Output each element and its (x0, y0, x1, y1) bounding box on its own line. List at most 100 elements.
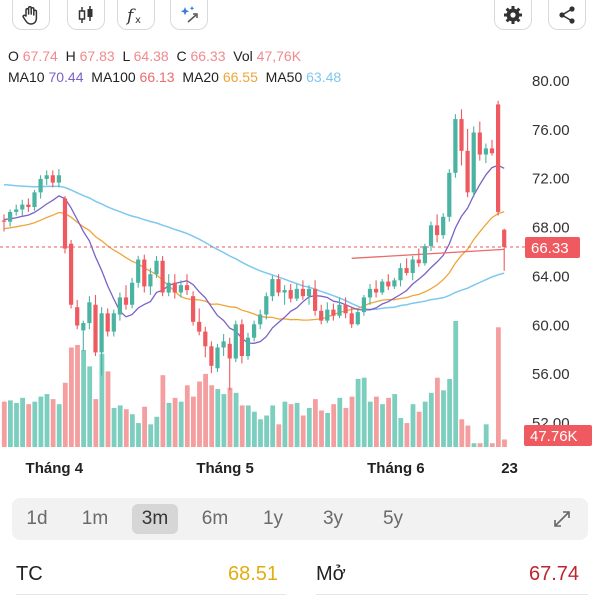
candle-body (1, 220, 7, 222)
candle-body (87, 302, 92, 324)
volume-bar (154, 416, 160, 447)
candle-body (496, 104, 501, 212)
volume-bar (184, 385, 190, 447)
magic-icon[interactable] (170, 0, 208, 30)
timeframe-3m[interactable]: 3m (132, 504, 178, 534)
candle-body (123, 297, 129, 305)
ma20-label: MA20 (182, 69, 219, 85)
volume-bar (93, 399, 99, 447)
volume-bar (489, 443, 495, 447)
candle-body (81, 323, 86, 331)
timeframe-5y[interactable]: 5y (382, 508, 404, 529)
candlestick-icon[interactable] (67, 0, 105, 30)
volume-bar (87, 366, 93, 447)
stat-divider-left (16, 594, 286, 595)
candle-body (343, 304, 348, 314)
candle-body (386, 281, 391, 287)
volume-bar (428, 392, 434, 447)
candle-body (331, 309, 336, 316)
volume-bar (355, 378, 361, 447)
share-icon[interactable] (548, 0, 586, 30)
candle-body (203, 331, 208, 347)
timeframe-1d[interactable]: 1d (26, 508, 48, 529)
candle-body (38, 178, 43, 193)
volume-bar (404, 423, 410, 447)
volume-bar (483, 424, 489, 447)
volume-bar (325, 412, 330, 447)
open-value: 67.74 (22, 48, 58, 64)
volume-bar (99, 353, 105, 447)
ma50-label: MA50 (265, 69, 303, 85)
candle-body (160, 260, 165, 293)
candle-body (233, 324, 238, 359)
candle-body (252, 324, 257, 338)
candle-body (56, 175, 61, 183)
gear-icon[interactable] (494, 0, 532, 30)
y-tick-label: 76.00 (532, 122, 570, 139)
volume-bar (471, 443, 477, 447)
volume-bar (270, 405, 276, 447)
timeframe-1y[interactable]: 1y (262, 508, 284, 529)
expand-icon[interactable] (552, 509, 572, 529)
volume-bar (349, 396, 355, 447)
y-tick-label: 56.00 (532, 366, 570, 383)
ma50-line (3, 183, 505, 311)
y-tick-label: 60.00 (532, 317, 570, 334)
ma20-value: 66.55 (222, 69, 258, 85)
ma20-line (3, 211, 505, 321)
volume-bar (477, 443, 483, 447)
candle-body (306, 288, 312, 297)
volume-bar (252, 411, 257, 447)
volume-bar (221, 394, 227, 447)
candle-body (489, 148, 495, 154)
candle-body (428, 225, 434, 247)
volume-bar (441, 390, 446, 447)
hand-icon[interactable] (12, 0, 50, 30)
candle-body (148, 274, 153, 287)
volume-bar (502, 439, 507, 447)
volume-bar (435, 377, 440, 447)
volume-bar (69, 347, 74, 447)
timeframe-1m[interactable]: 1m (81, 508, 109, 529)
candle-body (166, 282, 171, 293)
candle-body (239, 324, 244, 357)
candle-body (447, 172, 452, 217)
volume-bar (294, 402, 300, 447)
volume-bar (422, 401, 428, 447)
volume-bar (56, 404, 62, 447)
volume-bar (160, 375, 166, 447)
ma10-label: MA10 (8, 69, 45, 85)
candle-body (422, 246, 427, 264)
ma50-value: 63.48 (306, 69, 342, 85)
candle-body (435, 225, 440, 236)
candle-body (477, 132, 482, 155)
candle-body (361, 297, 366, 313)
volume-bar (276, 424, 282, 447)
candle-body (221, 341, 226, 348)
candle-body (319, 310, 324, 321)
candle-body (294, 288, 299, 299)
candle-body (404, 268, 409, 273)
candle-body (441, 216, 446, 236)
candle-body (264, 296, 269, 315)
x-tick-label: 23 (501, 460, 518, 477)
volume-bar (148, 424, 154, 447)
candle-body (69, 243, 74, 305)
timeframe-3y[interactable]: 3y (322, 508, 344, 529)
volume-bar (26, 404, 32, 447)
timeframe-6m[interactable]: 6m (201, 508, 229, 529)
volume-bar (239, 405, 245, 447)
candle-body (392, 280, 397, 287)
candle-body (471, 132, 476, 193)
candle-body (502, 229, 507, 247)
volume-bar (306, 407, 312, 447)
candle-body (117, 297, 122, 315)
tc-value: 68.51 (228, 563, 279, 585)
price-chart[interactable]: 80.0076.0072.0068.0064.0060.0056.0052.00… (0, 40, 600, 480)
open-stat-label: Mở (316, 563, 346, 585)
last-price-label: 66.33 (531, 240, 569, 257)
volume-bar (331, 404, 337, 447)
volume-bar (62, 382, 68, 447)
